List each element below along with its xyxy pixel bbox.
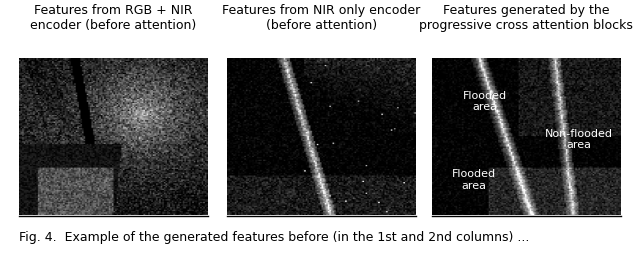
Text: Features generated by the
progressive cross attention blocks: Features generated by the progressive cr…	[419, 4, 634, 32]
Text: Features from NIR only encoder
(before attention): Features from NIR only encoder (before a…	[223, 4, 420, 32]
Text: Flooded
area: Flooded area	[451, 170, 495, 191]
Text: Non-flooded
area: Non-flooded area	[545, 129, 613, 150]
Text: Features from RGB + NIR
encoder (before attention): Features from RGB + NIR encoder (before …	[31, 4, 196, 32]
Text: Fig. 4.  Example of the generated features before (in the 1st and 2nd columns) .: Fig. 4. Example of the generated feature…	[19, 231, 529, 244]
Text: Flooded
area: Flooded area	[463, 91, 507, 112]
